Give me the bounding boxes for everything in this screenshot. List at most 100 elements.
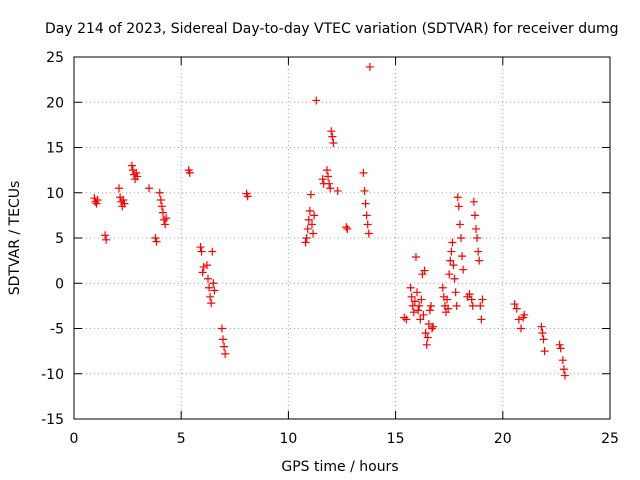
- data-point: [208, 247, 217, 256]
- data-point: [342, 223, 351, 232]
- data-point: [302, 234, 311, 242]
- data-point: [422, 340, 431, 349]
- data-point: [459, 265, 468, 274]
- data-point: [414, 306, 423, 315]
- data-point: [419, 310, 428, 319]
- data-point: [127, 161, 136, 170]
- data-point: [450, 274, 459, 283]
- data-point: [473, 234, 482, 242]
- x-tick-label: 0: [70, 431, 79, 447]
- data-point: [326, 184, 335, 193]
- data-point: [452, 301, 461, 310]
- data-point: [156, 195, 165, 204]
- data-point: [444, 304, 453, 313]
- y-tick-label: 20: [46, 95, 64, 111]
- x-tick-label: 25: [601, 431, 619, 447]
- data-point: [359, 168, 368, 177]
- data-point: [322, 166, 331, 175]
- data-point: [329, 138, 338, 147]
- plot-frame: [73, 56, 611, 420]
- data-point: [454, 202, 463, 211]
- data-point: [520, 310, 529, 319]
- data-point: [101, 231, 110, 240]
- data-points: [90, 62, 569, 380]
- data-point: [161, 220, 170, 229]
- data-point: [409, 308, 418, 317]
- data-point: [424, 319, 433, 328]
- data-point: [243, 192, 252, 201]
- data-point: [449, 261, 458, 270]
- data-point: [512, 304, 521, 313]
- data-point: [312, 96, 321, 105]
- data-point: [324, 172, 333, 181]
- data-point: [426, 301, 435, 310]
- y-tick-label: 25: [46, 50, 64, 66]
- data-point: [301, 238, 310, 247]
- data-point: [93, 195, 102, 204]
- data-point: [305, 206, 314, 215]
- data-point: [318, 175, 327, 184]
- data-point: [363, 220, 372, 229]
- data-point: [417, 295, 426, 304]
- data-point: [443, 295, 452, 304]
- data-point: [468, 301, 477, 310]
- x-tick-labels: 0 5 10 15 20 25: [70, 431, 619, 447]
- y-tick-label: 5: [55, 231, 64, 247]
- data-point: [91, 197, 100, 206]
- data-point: [400, 313, 409, 322]
- data-point: [157, 202, 166, 211]
- data-point: [304, 215, 313, 224]
- data-point: [132, 168, 141, 177]
- y-tick-label: -15: [41, 412, 64, 428]
- data-point: [206, 292, 215, 301]
- data-point: [197, 247, 206, 256]
- data-point: [209, 279, 218, 288]
- data-point: [196, 243, 205, 252]
- data-point: [219, 335, 228, 344]
- data-point: [478, 295, 487, 304]
- data-point: [364, 229, 373, 238]
- data-point: [441, 308, 450, 317]
- data-point: [418, 270, 427, 279]
- data-point: [310, 211, 319, 220]
- data-point: [162, 214, 171, 223]
- data-point: [470, 211, 479, 220]
- data-point: [472, 224, 480, 233]
- data-point: [328, 132, 337, 141]
- y-tick-label: 10: [46, 186, 64, 202]
- data-point: [451, 288, 460, 297]
- data-point: [446, 256, 455, 265]
- data-point: [325, 179, 334, 188]
- x-tick-label: 5: [177, 431, 186, 447]
- data-point: [425, 306, 434, 315]
- data-point: [155, 188, 164, 197]
- data-point: [556, 344, 565, 353]
- y-tick-labels: 25 20 15 10 5 0 -5 -10 -15: [41, 50, 64, 428]
- data-point: [205, 283, 214, 292]
- data-point: [448, 238, 457, 247]
- data-point: [465, 290, 474, 299]
- data-point: [539, 335, 548, 344]
- data-point: [152, 237, 161, 246]
- data-point: [517, 324, 526, 333]
- data-point: [469, 197, 478, 206]
- data-point: [115, 184, 124, 193]
- x-tick-label: 15: [387, 431, 405, 447]
- data-point: [410, 297, 419, 306]
- data-point: [327, 127, 336, 136]
- data-point: [309, 229, 318, 238]
- data-point: [453, 193, 462, 202]
- data-point: [411, 253, 420, 262]
- data-point: [120, 199, 129, 208]
- data-point: [510, 300, 519, 309]
- data-point: [333, 186, 342, 195]
- data-point: [415, 301, 424, 310]
- data-point: [92, 199, 101, 208]
- data-point: [360, 186, 369, 195]
- data-point: [559, 365, 568, 374]
- data-point: [303, 224, 312, 233]
- data-point: [455, 220, 464, 229]
- x-tick-label: 20: [494, 431, 512, 447]
- data-point: [560, 371, 569, 380]
